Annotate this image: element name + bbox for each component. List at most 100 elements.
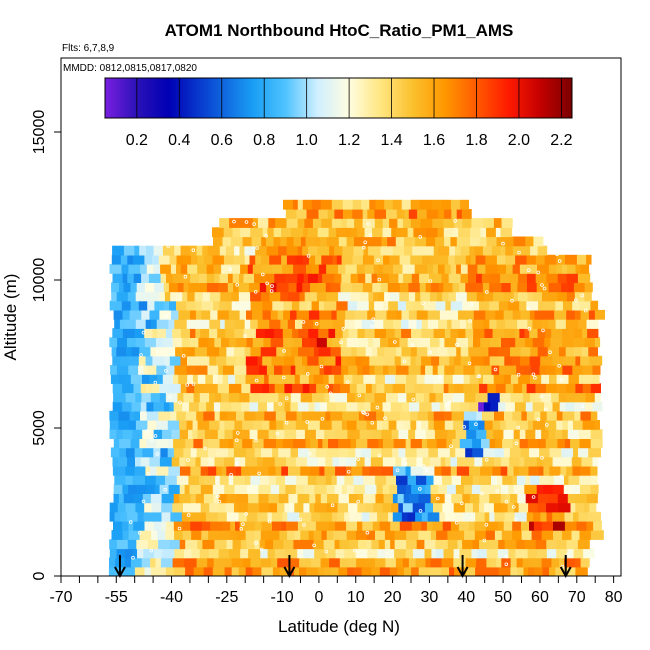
- heatmap-cell: [415, 557, 426, 568]
- heatmap-cell: [274, 548, 286, 559]
- heatmap-cell: [159, 392, 167, 403]
- heatmap-cell: [259, 282, 267, 293]
- heatmap-cell: [579, 438, 592, 449]
- heatmap-cell: [527, 291, 534, 302]
- heatmap-cell: [225, 328, 235, 338]
- heatmap-cell: [421, 520, 428, 531]
- heatmap-cell: [259, 365, 268, 375]
- heatmap-cell: [130, 374, 143, 384]
- heatmap-cell: [209, 420, 220, 430]
- heatmap-cell: [508, 300, 520, 311]
- heatmap-cell: [160, 447, 169, 458]
- sample-point: [540, 283, 544, 287]
- heatmap-cell: [162, 374, 174, 384]
- heatmap-cell: [173, 438, 186, 449]
- sample-point: [141, 330, 146, 335]
- heatmap-cell: [204, 254, 214, 265]
- heatmap-cell: [233, 254, 246, 265]
- heatmap-cell: [130, 300, 140, 311]
- heatmap-cell: [494, 447, 505, 458]
- heatmap-cell: [174, 245, 182, 256]
- heatmap-cell: [112, 355, 121, 366]
- heatmap-cell: [269, 291, 281, 302]
- heatmap-cell: [309, 465, 320, 476]
- heatmap-cell: [483, 355, 491, 366]
- heatmap-cell: [352, 254, 364, 265]
- heatmap-cell: [308, 273, 319, 283]
- heatmap-cell: [386, 209, 398, 219]
- heatmap-cell: [574, 346, 583, 357]
- heatmap-cell: [443, 227, 454, 238]
- heatmap-cell: [376, 410, 385, 421]
- sample-point: [278, 402, 282, 406]
- x-tick-label: -70: [49, 589, 72, 606]
- heatmap-cell: [261, 254, 270, 265]
- heatmap-cell: [513, 465, 519, 476]
- heatmap-cell: [244, 410, 256, 421]
- heatmap-cell: [194, 291, 204, 302]
- heatmap-cell: [424, 548, 432, 559]
- heatmap-cell: [449, 447, 456, 458]
- heatmap-cell: [173, 374, 179, 384]
- heatmap-cell: [560, 465, 567, 476]
- heatmap-cell: [565, 254, 578, 265]
- heatmap-cell: [250, 383, 263, 394]
- heatmap-cell: [138, 355, 147, 366]
- heatmap-cell: [332, 337, 342, 348]
- heatmap-cell: [371, 346, 378, 357]
- heatmap-cell: [524, 337, 534, 348]
- heatmap-cell: [528, 465, 540, 476]
- heatmap-cell: [353, 566, 363, 576]
- heatmap-cell: [229, 530, 238, 540]
- heatmap-cell: [336, 511, 345, 522]
- heatmap-cell: [488, 346, 499, 357]
- heatmap-cell: [285, 548, 298, 559]
- sample-point: [305, 420, 310, 424]
- heatmap-cell: [520, 447, 530, 458]
- heatmap-cell: [325, 456, 333, 467]
- heatmap-cell: [356, 530, 368, 540]
- heatmap-cell: [405, 548, 414, 559]
- heatmap-cell: [402, 557, 410, 568]
- heatmap-cell: [572, 365, 583, 375]
- heatmap-cell: [561, 447, 574, 458]
- heatmap-cell: [483, 374, 495, 384]
- heatmap-cell: [174, 365, 187, 375]
- heatmap-cell: [441, 273, 450, 283]
- sample-point: [356, 499, 361, 504]
- heatmap-cell: [238, 511, 248, 522]
- heatmap-cell: [566, 383, 576, 394]
- heatmap-cell: [271, 355, 285, 366]
- heatmap-cell: [415, 236, 427, 247]
- heatmap-cell: [594, 337, 601, 348]
- heatmap-cell: [370, 456, 384, 467]
- heatmap-cell: [131, 557, 143, 568]
- heatmap-cell: [250, 346, 262, 357]
- heatmap-cell: [324, 392, 330, 403]
- heatmap-cell: [336, 227, 346, 238]
- heatmap-cell: [436, 530, 449, 540]
- heatmap-cell: [580, 264, 590, 274]
- heatmap-cell: [450, 465, 458, 476]
- heatmap-cell: [286, 218, 299, 228]
- heatmap-cell: [207, 557, 215, 568]
- heatmap-cell: [433, 475, 443, 485]
- heatmap-cell: [210, 520, 224, 531]
- heatmap-cell: [118, 282, 125, 293]
- heatmap-cell: [329, 245, 335, 256]
- heatmap-cell: [419, 282, 427, 293]
- heatmap-cell: [116, 548, 126, 559]
- heatmap-cell: [505, 383, 514, 394]
- heatmap-cell: [427, 309, 441, 320]
- heatmap-cell: [289, 502, 295, 513]
- sample-point: [462, 424, 467, 429]
- heatmap-cell: [212, 566, 226, 576]
- heatmap-cell: [495, 438, 503, 449]
- heatmap-cell: [382, 227, 392, 238]
- heatmap-cell: [547, 291, 559, 302]
- heatmap-cell: [462, 539, 474, 550]
- heatmap-cell: [546, 273, 559, 283]
- colorbar-gradient: [104, 77, 573, 119]
- heatmap-cell: [326, 401, 337, 412]
- heatmap-cell: [317, 227, 330, 238]
